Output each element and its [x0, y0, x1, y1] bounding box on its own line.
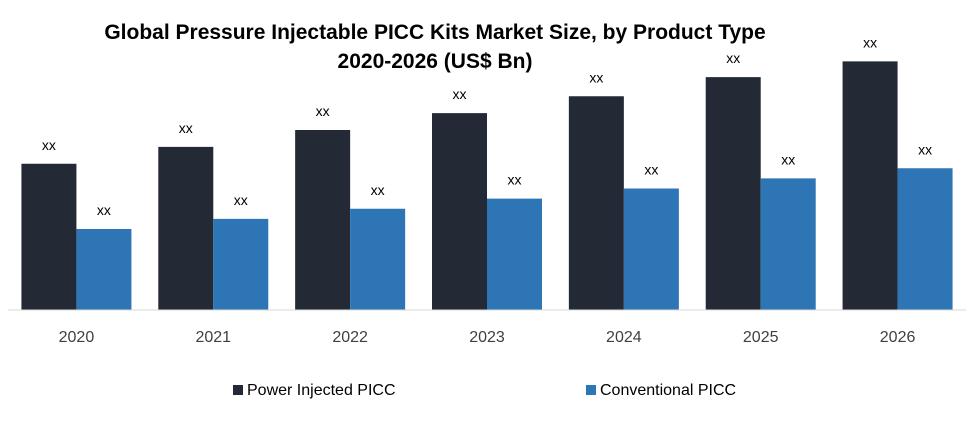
bar-power-injected-picc-2020 — [21, 163, 77, 310]
data-label: xx — [179, 120, 193, 136]
x-tick-label: 2023 — [469, 329, 505, 346]
bar-conventional-picc-2024 — [623, 188, 679, 310]
x-tick-labels: 2020 2021 2022 2023 2024 2025 2026 — [59, 329, 916, 346]
data-label: xx — [589, 69, 603, 85]
bar-power-injected-picc-2022 — [295, 130, 351, 310]
bar-power-injected-picc-2025 — [705, 77, 761, 310]
chart-title: Global Pressure Injectable PICC Kits Mar… — [0, 18, 870, 76]
x-tick-label: 2025 — [743, 329, 779, 346]
bar-power-injected-picc-2024 — [568, 96, 624, 310]
bar-power-injected-picc-2026 — [842, 61, 898, 310]
bar-power-injected-picc-2021 — [158, 146, 214, 310]
bar-power-injected-picc-2023 — [432, 113, 487, 310]
data-label: xx — [918, 141, 932, 157]
x-tick-label: 2022 — [332, 329, 368, 346]
data-label: xx — [644, 162, 658, 178]
data-label: xx — [316, 103, 330, 119]
data-label: xx — [781, 151, 795, 167]
legend-label: Power Injected PICC — [247, 382, 396, 399]
data-label: xx — [97, 202, 111, 218]
bar-conventional-picc-2023 — [487, 198, 542, 310]
legend: Power Injected PICC Conventional PICC — [233, 382, 736, 399]
data-label: xx — [726, 50, 740, 66]
data-label: xx — [371, 182, 385, 198]
bar-conventional-picc-2021 — [213, 218, 269, 310]
bars-layer — [21, 61, 953, 310]
data-label: xx — [453, 86, 467, 102]
bar-conventional-picc-2025 — [760, 178, 816, 310]
bar-conventional-picc-2026 — [897, 168, 953, 310]
x-tick-label: 2020 — [59, 329, 95, 346]
chart-title-line-1: Global Pressure Injectable PICC Kits Mar… — [104, 21, 766, 44]
x-tick-label: 2026 — [880, 329, 916, 346]
data-label: xx — [42, 137, 56, 153]
data-labels-layer: xx xx xx xx xx xx xx xx xx xx xx xx xx xx — [42, 34, 932, 218]
legend-label: Conventional PICC — [600, 382, 736, 399]
chart-title-line-2: 2020-2026 (US$ Bn) — [337, 50, 533, 73]
data-label: xx — [234, 192, 248, 208]
data-label: xx — [508, 172, 522, 188]
bar-conventional-picc-2022 — [350, 208, 406, 310]
bar-conventional-picc-2020 — [76, 229, 132, 310]
legend-swatch — [233, 385, 243, 395]
data-label: xx — [863, 34, 877, 50]
x-tick-label: 2021 — [195, 329, 231, 346]
x-tick-label: 2024 — [606, 329, 642, 346]
legend-swatch — [586, 385, 596, 395]
